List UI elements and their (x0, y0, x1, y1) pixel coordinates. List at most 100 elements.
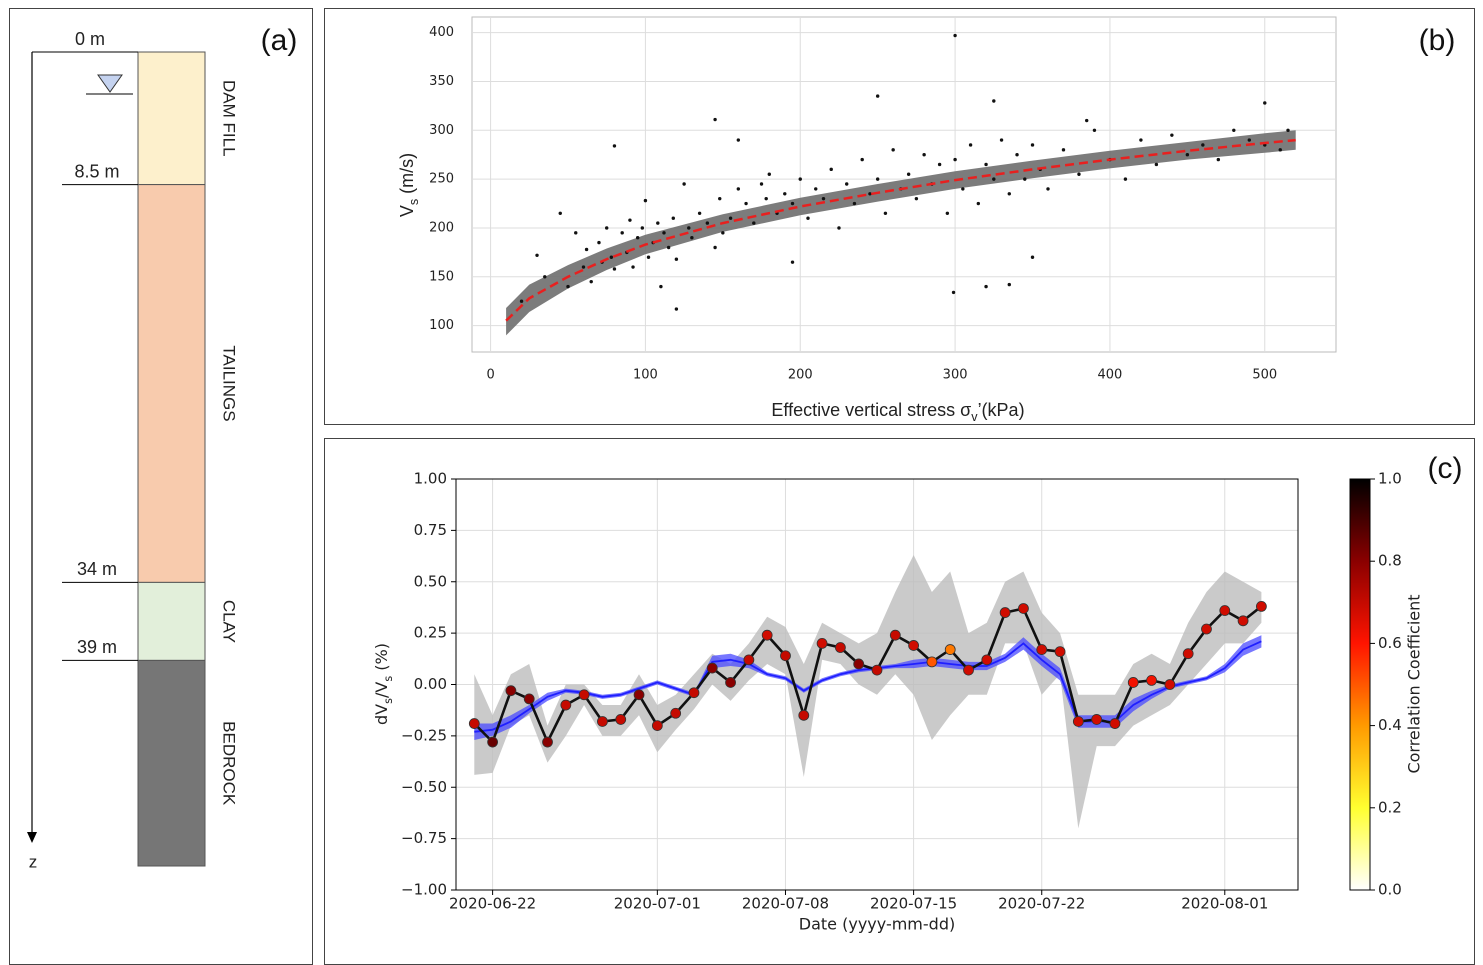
data-point (790, 260, 795, 264)
data-point (535, 253, 539, 258)
data-point (584, 247, 589, 252)
colorbar-label: Correlation Coefficient (1405, 594, 1424, 773)
data-point (1216, 157, 1221, 162)
data-point (761, 629, 773, 641)
depth-label: 34 m (77, 559, 117, 579)
data-point (853, 658, 865, 670)
layer-name: DAM FILL (220, 80, 239, 157)
x-tick-label: 400 (1098, 368, 1123, 383)
y-tick-label: −0.75 (401, 829, 447, 847)
panel-label: (a) (261, 24, 298, 57)
data-point (671, 216, 675, 220)
data-point (1237, 615, 1249, 627)
data-point (605, 226, 609, 230)
data-point (736, 138, 741, 142)
label-part: /V (372, 682, 391, 698)
data-point (687, 226, 691, 230)
data-point (713, 117, 717, 122)
label-part: V (397, 205, 417, 217)
data-point (674, 257, 679, 261)
data-point (937, 162, 942, 167)
x-tick-label: 2020-07-08 (742, 895, 829, 913)
data-point (1278, 148, 1282, 152)
subscript: s (382, 698, 395, 704)
y-tick-label: 300 (429, 123, 454, 138)
data-point (662, 231, 666, 235)
data-point (1182, 648, 1194, 660)
data-point (1072, 716, 1084, 727)
data-point (845, 182, 849, 186)
data-point (612, 144, 617, 148)
data-point (1036, 644, 1048, 655)
subscript: s (407, 199, 421, 205)
data-point (852, 201, 857, 206)
data-point (944, 644, 956, 655)
water-table (97, 74, 123, 93)
data-point (1123, 177, 1128, 181)
subscript: s (382, 676, 395, 682)
data-point (651, 720, 663, 731)
data-point (1091, 714, 1103, 725)
data-point (821, 196, 826, 201)
y-tick-label: −0.50 (401, 778, 447, 796)
data-point (743, 654, 755, 666)
soil-layer (137, 184, 206, 583)
data-point (1109, 718, 1121, 729)
data-point (780, 650, 791, 662)
data-point (889, 629, 901, 641)
data-point (542, 736, 553, 748)
data-point (1030, 255, 1035, 259)
data-point (908, 640, 920, 651)
data-point (566, 284, 570, 289)
data-point (1185, 153, 1190, 157)
panel-label: (c) (1428, 452, 1463, 485)
data-point (523, 693, 535, 705)
data-point (875, 177, 880, 181)
layer-name: BEDROCK (220, 721, 239, 806)
data-point (670, 707, 682, 719)
data-point (1030, 143, 1035, 147)
depth-label: 8.5 m (74, 161, 119, 181)
x-tick-label: 200 (788, 368, 813, 383)
data-point (837, 226, 841, 230)
data-point (1007, 192, 1011, 196)
data-point (609, 255, 614, 259)
colorbar-tick-label: 0.8 (1378, 552, 1402, 570)
y-tick-label: 0.00 (414, 675, 447, 693)
data-point (953, 157, 957, 162)
data-point (697, 211, 702, 216)
y-tick-label: 0.50 (414, 572, 447, 590)
data-point (620, 231, 624, 235)
axis-label: z (29, 852, 38, 871)
data-point (999, 607, 1011, 618)
data-point (834, 642, 846, 653)
axis-label: Vs (m/s) (397, 153, 422, 217)
data-point (706, 662, 718, 674)
data-point (713, 245, 717, 250)
data-point (759, 182, 764, 186)
data-point (612, 267, 617, 271)
data-point (705, 221, 710, 225)
depth-label: 0 m (75, 29, 105, 49)
data-point (1127, 677, 1139, 688)
data-point (981, 654, 993, 666)
data-point (1018, 603, 1029, 614)
data-point (1046, 187, 1050, 191)
data-point (984, 284, 988, 289)
colorbar-tick-label: 0.2 (1378, 798, 1402, 816)
data-point (728, 216, 733, 220)
data-point (871, 664, 883, 676)
data-point (558, 211, 562, 216)
data-point (1061, 148, 1066, 152)
y-tick-label: 0.75 (414, 521, 447, 539)
y-tick-label: 400 (429, 25, 454, 40)
label-part: Effective vertical stress σ (771, 400, 971, 420)
data-point (688, 687, 700, 699)
y-tick-label: 100 (429, 318, 454, 333)
data-point (468, 718, 480, 729)
data-point (615, 714, 627, 725)
data-point (945, 211, 950, 216)
panel-label: (b) (1419, 24, 1456, 57)
data-point (1085, 118, 1089, 123)
